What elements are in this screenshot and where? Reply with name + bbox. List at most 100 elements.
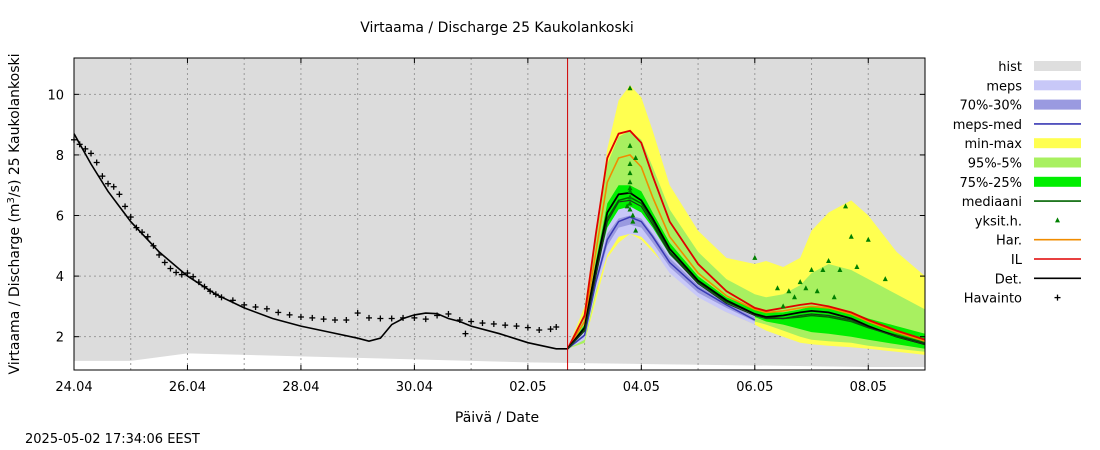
observation-point (133, 224, 140, 231)
x-tick-label: 04.05 (623, 380, 660, 395)
member-peak-point (627, 170, 633, 176)
legend-label: IL (1011, 253, 1023, 268)
plot-frame (73, 57, 926, 371)
x-tick-label: 24.04 (55, 380, 92, 395)
observation-point (156, 251, 163, 258)
member-peak-point (627, 194, 633, 200)
hist-band-layer (74, 353, 925, 370)
legend-swatch (1034, 61, 1081, 71)
member-peak-point (752, 254, 758, 260)
observation-point (167, 265, 174, 272)
legend-label: mediaani (962, 195, 1022, 210)
legend-swatch (1054, 294, 1061, 301)
observation-point (161, 259, 168, 266)
member-peak-point (803, 285, 809, 291)
member-peak-point (814, 288, 820, 294)
x-tick-label: 28.04 (282, 380, 319, 395)
observation-point (411, 314, 418, 321)
plot-area (71, 57, 926, 371)
observation-point (366, 314, 373, 321)
observation-point (195, 279, 202, 286)
observation-point (93, 159, 100, 166)
x-axis-label: Päivä / Date (455, 410, 539, 426)
member-peak-point (627, 85, 633, 91)
member-peak-point (837, 267, 843, 273)
observation-point (184, 270, 191, 277)
x-tick-label: 08.05 (850, 380, 887, 395)
observation-point (400, 314, 407, 321)
observation-point (229, 297, 236, 304)
har-line (566, 154, 926, 350)
member-peak-point (624, 203, 630, 209)
observation-point (207, 288, 214, 295)
member-peak-point (820, 267, 826, 273)
member-peak-point (882, 276, 888, 282)
det-forecast-line (566, 191, 926, 350)
observation-point (275, 309, 282, 316)
member-peak-point (792, 294, 798, 300)
member-peak-point (848, 233, 854, 239)
legend-item: IL (1011, 253, 1081, 268)
legend-label: 75%-25% (960, 176, 1022, 191)
legend-label: Havainto (964, 292, 1022, 307)
legend-item: meps (986, 79, 1081, 94)
observation-point (178, 271, 185, 278)
observation-point (536, 327, 543, 334)
legend-item: Havainto (964, 292, 1061, 307)
member-peak-point (854, 264, 860, 270)
hist-lower-band (74, 353, 925, 370)
y-axis-ticks: 2 4 6 8 10 (47, 88, 925, 346)
observation-point (309, 314, 316, 321)
observation-point (297, 313, 304, 320)
observations-layer (71, 136, 560, 337)
observation-point (524, 324, 531, 331)
y-tick-label: 10 (47, 88, 64, 103)
observation-point (241, 301, 248, 308)
member-peak-point (633, 227, 639, 233)
legend-label: min-max (964, 137, 1022, 152)
x-tick-label: 26.04 (169, 380, 206, 395)
observation-point (468, 318, 475, 325)
observation-point (479, 320, 486, 327)
observation-point (286, 311, 293, 318)
observation-point (173, 269, 180, 276)
legend-item: Har. (996, 234, 1081, 249)
legend-item: yksit.h. (975, 214, 1060, 229)
observation-point (434, 312, 441, 319)
observation-point (252, 303, 259, 310)
y-tick-label: 2 (56, 331, 64, 346)
legend-label: Det. (995, 272, 1022, 287)
member-peak-point (627, 179, 633, 185)
legend-item: 70%-30% (960, 99, 1081, 114)
observation-point (445, 310, 452, 317)
observation-point (343, 317, 350, 324)
member-peak-point (809, 267, 815, 273)
member-peak-point (627, 206, 633, 212)
observation-point (331, 317, 338, 324)
observation-point (377, 315, 384, 322)
meps-med-line (567, 216, 756, 350)
legend-item: 95%-5% (968, 157, 1081, 172)
observation-point (190, 273, 197, 280)
members-layer (624, 85, 888, 309)
det-dark-line (567, 199, 926, 350)
observation-point (263, 305, 270, 312)
observation-point (122, 203, 129, 210)
legend-swatch (1034, 157, 1081, 168)
observation-point (88, 150, 95, 157)
legend-item: 75%-25% (960, 176, 1081, 191)
det-history-line (73, 133, 568, 350)
legend-label: hist (998, 60, 1022, 75)
chart-title: Virtaama / Discharge 25 Kaukolankoski (360, 20, 634, 36)
member-peak-point (831, 294, 837, 300)
observation-point (218, 294, 225, 301)
member-peak-point (630, 212, 636, 218)
observation-point (201, 283, 208, 290)
observation-point (490, 320, 497, 327)
observation-point (553, 323, 560, 330)
member-peak-point (627, 200, 633, 206)
mediaani-line (567, 196, 926, 350)
observation-point (388, 315, 395, 322)
observation-point (212, 291, 219, 298)
observation-point (139, 229, 146, 236)
